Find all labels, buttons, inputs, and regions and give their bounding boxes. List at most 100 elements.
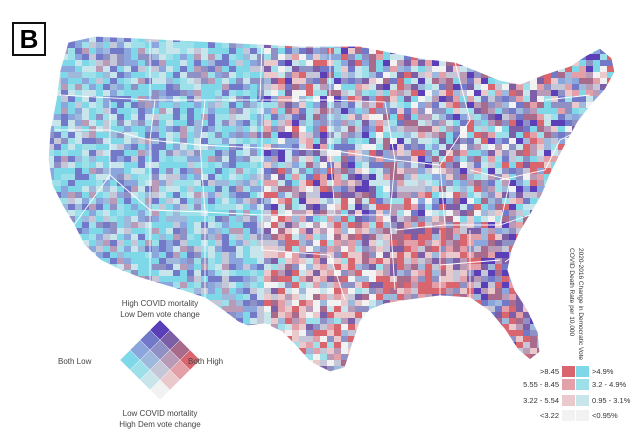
county-cell <box>131 114 138 120</box>
county-cell <box>460 270 467 276</box>
county-cell <box>537 222 544 228</box>
county-cell <box>215 144 222 150</box>
county-cell <box>110 144 117 150</box>
county-cell <box>404 138 411 144</box>
county-cell <box>131 198 138 204</box>
county-cell <box>138 138 145 144</box>
county-cell <box>537 354 544 360</box>
county-cell <box>376 36 383 42</box>
county-cell <box>467 150 474 156</box>
county-cell <box>495 198 502 204</box>
county-cell <box>285 210 292 216</box>
county-cell <box>327 348 334 354</box>
county-cell <box>117 162 124 168</box>
county-cell <box>96 276 103 282</box>
county-cell <box>425 186 432 192</box>
county-cell <box>264 174 271 180</box>
county-cell <box>327 42 334 48</box>
county-cell <box>383 318 390 324</box>
county-cell <box>208 120 215 126</box>
county-cell <box>271 102 278 108</box>
county-cell <box>159 240 166 246</box>
county-cell <box>495 282 502 288</box>
county-cell <box>313 270 320 276</box>
county-cell <box>453 144 460 150</box>
county-cell <box>341 114 348 120</box>
county-cell <box>502 30 509 36</box>
county-cell <box>509 102 516 108</box>
county-cell <box>271 162 278 168</box>
county-cell <box>362 222 369 228</box>
county-cell <box>558 264 565 270</box>
county-cell <box>320 168 327 174</box>
death-rate-swatch <box>562 410 575 421</box>
county-cell <box>131 270 138 276</box>
county-cell <box>593 330 600 336</box>
county-cell <box>61 174 68 180</box>
county-cell <box>390 234 397 240</box>
county-cell <box>488 36 495 42</box>
county-cell <box>418 114 425 120</box>
county-cell <box>516 276 523 282</box>
county-cell <box>439 246 446 252</box>
county-cell <box>264 234 271 240</box>
legend-bottom-line-1: Low COVID mortality <box>122 409 198 418</box>
county-cell <box>516 96 523 102</box>
county-cell <box>257 162 264 168</box>
county-cell <box>82 42 89 48</box>
county-cell <box>460 348 467 354</box>
county-cell <box>355 270 362 276</box>
county-cell <box>460 192 467 198</box>
county-cell <box>89 108 96 114</box>
county-cell <box>488 108 495 114</box>
county-cell <box>376 216 383 222</box>
county-cell <box>502 366 509 372</box>
county-cell <box>600 180 607 186</box>
county-cell <box>264 210 271 216</box>
county-cell <box>152 240 159 246</box>
county-cell <box>194 48 201 54</box>
county-cell <box>369 162 376 168</box>
county-cell <box>572 156 579 162</box>
county-cell <box>54 120 61 126</box>
county-cell <box>327 342 334 348</box>
county-cell <box>502 48 509 54</box>
county-cell <box>523 294 530 300</box>
county-cell <box>236 108 243 114</box>
county-cell <box>138 90 145 96</box>
county-cell <box>383 276 390 282</box>
county-cell <box>166 222 173 228</box>
county-cell <box>145 144 152 150</box>
county-cell <box>278 210 285 216</box>
county-cell <box>145 258 152 264</box>
county-cell <box>306 180 313 186</box>
county-cell <box>250 30 257 36</box>
county-cell <box>362 102 369 108</box>
county-cell <box>48 168 54 174</box>
county-cell <box>194 282 201 288</box>
death-rate-swatch <box>562 366 575 377</box>
county-cell <box>432 240 439 246</box>
county-cell <box>236 150 243 156</box>
county-cell <box>551 114 558 120</box>
county-cell <box>418 204 425 210</box>
county-cell <box>600 330 607 336</box>
county-cell <box>54 150 61 156</box>
county-cell <box>48 54 54 60</box>
county-cell <box>537 78 544 84</box>
county-cell <box>229 264 236 270</box>
county-cell <box>502 66 509 72</box>
county-cell <box>614 342 615 348</box>
county-cell <box>432 210 439 216</box>
county-cell <box>341 264 348 270</box>
county-cell <box>103 138 110 144</box>
county-cell <box>264 162 271 168</box>
county-cell <box>145 96 152 102</box>
county-cell <box>201 228 208 234</box>
county-cell <box>432 288 439 294</box>
county-cell <box>215 276 222 282</box>
county-cell <box>474 252 481 258</box>
county-cell <box>320 258 327 264</box>
county-cell <box>383 186 390 192</box>
county-cell <box>215 156 222 162</box>
